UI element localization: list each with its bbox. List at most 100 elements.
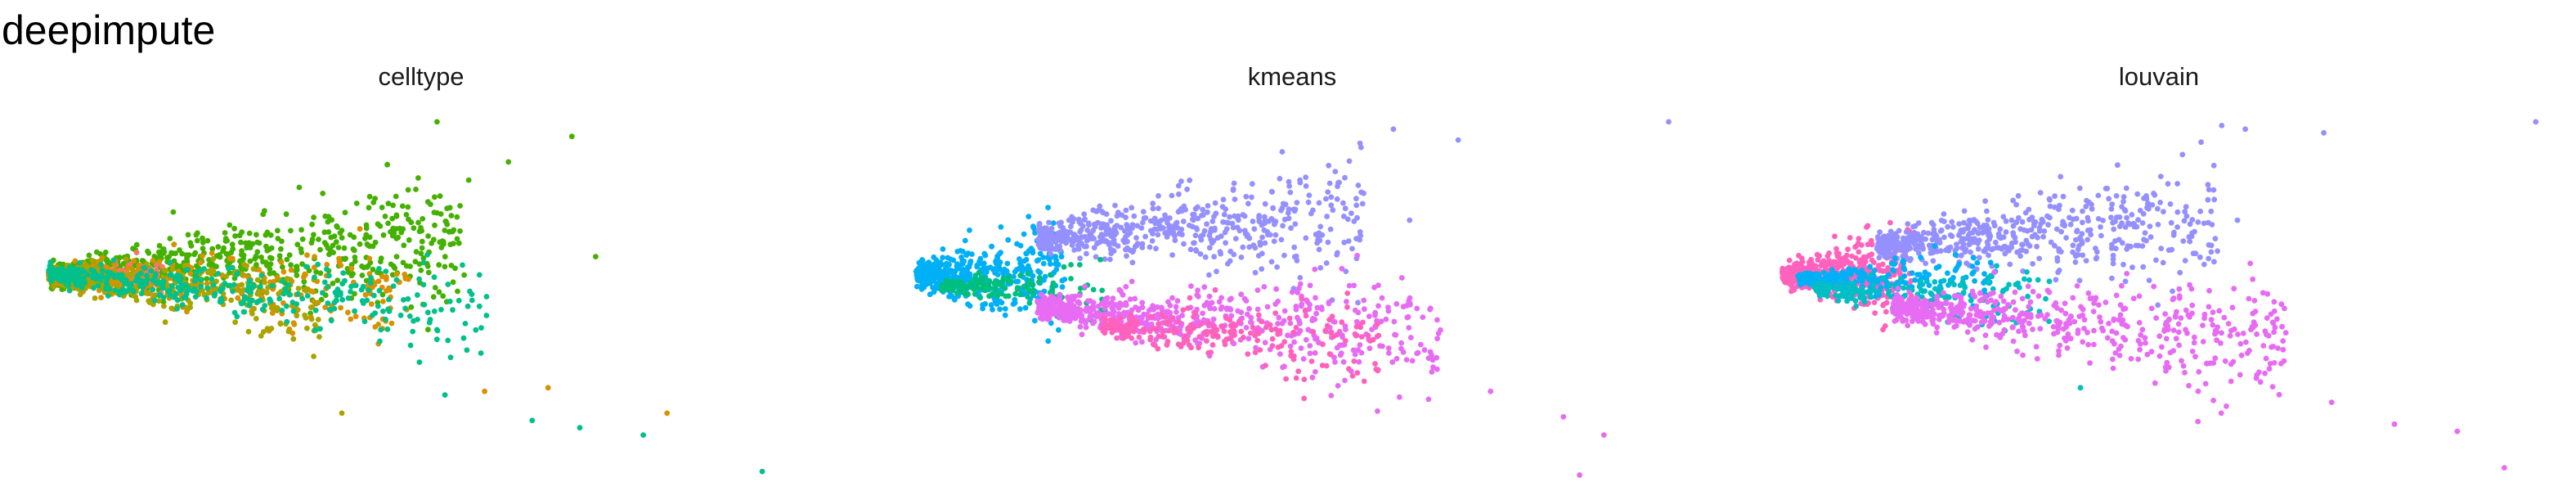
scatter-point — [230, 246, 236, 252]
scatter-point — [1930, 222, 1936, 228]
scatter-point — [989, 243, 995, 250]
scatter-point — [1313, 310, 1319, 317]
scatter-point — [1127, 247, 1133, 253]
scatter-point — [1030, 250, 1036, 256]
scatter-point — [227, 222, 233, 228]
scatter-point — [1244, 233, 1250, 240]
scatter-point — [456, 297, 462, 304]
scatter-point — [664, 410, 671, 417]
scatter-point — [402, 271, 408, 277]
scatter-point — [151, 297, 158, 304]
scatter-point — [933, 257, 940, 264]
scatter-point — [1267, 322, 1273, 328]
scatter-point — [2158, 246, 2165, 251]
scatter-point — [1246, 244, 1253, 250]
scatter-point — [1352, 307, 1358, 313]
scatter-point — [1280, 200, 1286, 207]
scatter-point — [1270, 205, 1277, 211]
scatter-point — [415, 175, 421, 181]
scatter-point — [1014, 241, 1020, 247]
scatter-point — [171, 294, 177, 300]
scatter-point — [1254, 327, 1260, 333]
scatter-point — [152, 273, 159, 280]
scatter-point — [2119, 240, 2125, 246]
scatter-point — [2149, 202, 2156, 208]
scatter-point — [129, 266, 136, 273]
scatter-point — [71, 268, 77, 275]
scatter-point — [372, 324, 379, 330]
scatter-point — [379, 205, 385, 210]
scatter-point — [2122, 224, 2129, 230]
scatter-point — [1241, 334, 1246, 340]
scatter-point — [1414, 305, 1420, 312]
scatter-point — [974, 264, 981, 270]
scatter-point — [1113, 302, 1120, 308]
scatter-point — [919, 257, 925, 263]
scatter-point — [1068, 306, 1075, 313]
scatter-point — [379, 273, 385, 280]
scatter-point — [976, 269, 982, 276]
scatter-point — [262, 208, 267, 214]
scatter-point — [1247, 330, 1254, 336]
scatter-point — [370, 292, 377, 299]
scatter-point — [1159, 304, 1165, 311]
scatter-point — [49, 277, 55, 284]
scatter-point — [917, 264, 923, 270]
scatter-point — [2183, 204, 2189, 210]
scatter-point — [990, 291, 995, 297]
scatter-point — [124, 265, 131, 272]
scatter-point — [1265, 232, 1271, 238]
scatter-point — [1124, 253, 1129, 259]
scatter-point — [239, 300, 245, 307]
scatter-point — [312, 254, 317, 260]
scatter-point — [1807, 262, 1814, 268]
scatter-point — [1219, 204, 1226, 210]
scatter-point — [442, 254, 448, 260]
scatter-point — [919, 273, 926, 279]
scatter-point — [914, 277, 921, 283]
scatter-point — [1039, 300, 1046, 307]
scatter-point — [114, 283, 119, 289]
scatter-point — [1135, 305, 1142, 312]
scatter-point — [132, 277, 139, 284]
scatter-point — [288, 262, 294, 268]
scatter-point — [2100, 218, 2107, 223]
scatter-point — [268, 305, 275, 311]
scatter-point — [1194, 292, 1200, 298]
scatter-point — [992, 282, 999, 287]
scatter-point — [245, 287, 252, 294]
scatter-point — [406, 236, 412, 243]
scatter-point — [1349, 373, 1356, 379]
scatter-point — [1004, 260, 1011, 267]
scatter-point — [921, 265, 927, 271]
scatter-point — [321, 279, 328, 286]
scatter-point — [83, 262, 89, 268]
scatter-point — [921, 284, 927, 291]
scatter-point — [1156, 193, 1161, 199]
scatter-point — [1385, 304, 1391, 311]
scatter-point — [1837, 255, 1843, 261]
scatter-point — [2083, 204, 2089, 209]
scatter-point — [1316, 246, 1322, 253]
scatter-point — [1192, 309, 1199, 316]
scatter-point — [88, 267, 95, 273]
scatter-point — [1053, 236, 1060, 242]
scatter-point — [1155, 345, 1161, 352]
scatter-point — [402, 305, 408, 312]
scatter-point — [1283, 376, 1289, 382]
scatter-point — [1262, 218, 1268, 224]
scatter-point — [276, 291, 282, 297]
scatter-point — [967, 275, 973, 282]
scatter-point — [2019, 218, 2026, 225]
scatter-point — [1037, 269, 1043, 276]
scatter-point — [280, 278, 285, 285]
scatter-point — [1183, 333, 1188, 340]
scatter-point — [299, 295, 306, 302]
scatter-point — [245, 328, 252, 335]
scatter-point — [228, 297, 234, 304]
scatter-point — [1191, 240, 1196, 246]
scatter-point — [1346, 282, 1353, 289]
scatter-point — [239, 282, 245, 288]
scatter-point — [179, 250, 186, 257]
scatter-point — [2052, 193, 2058, 200]
